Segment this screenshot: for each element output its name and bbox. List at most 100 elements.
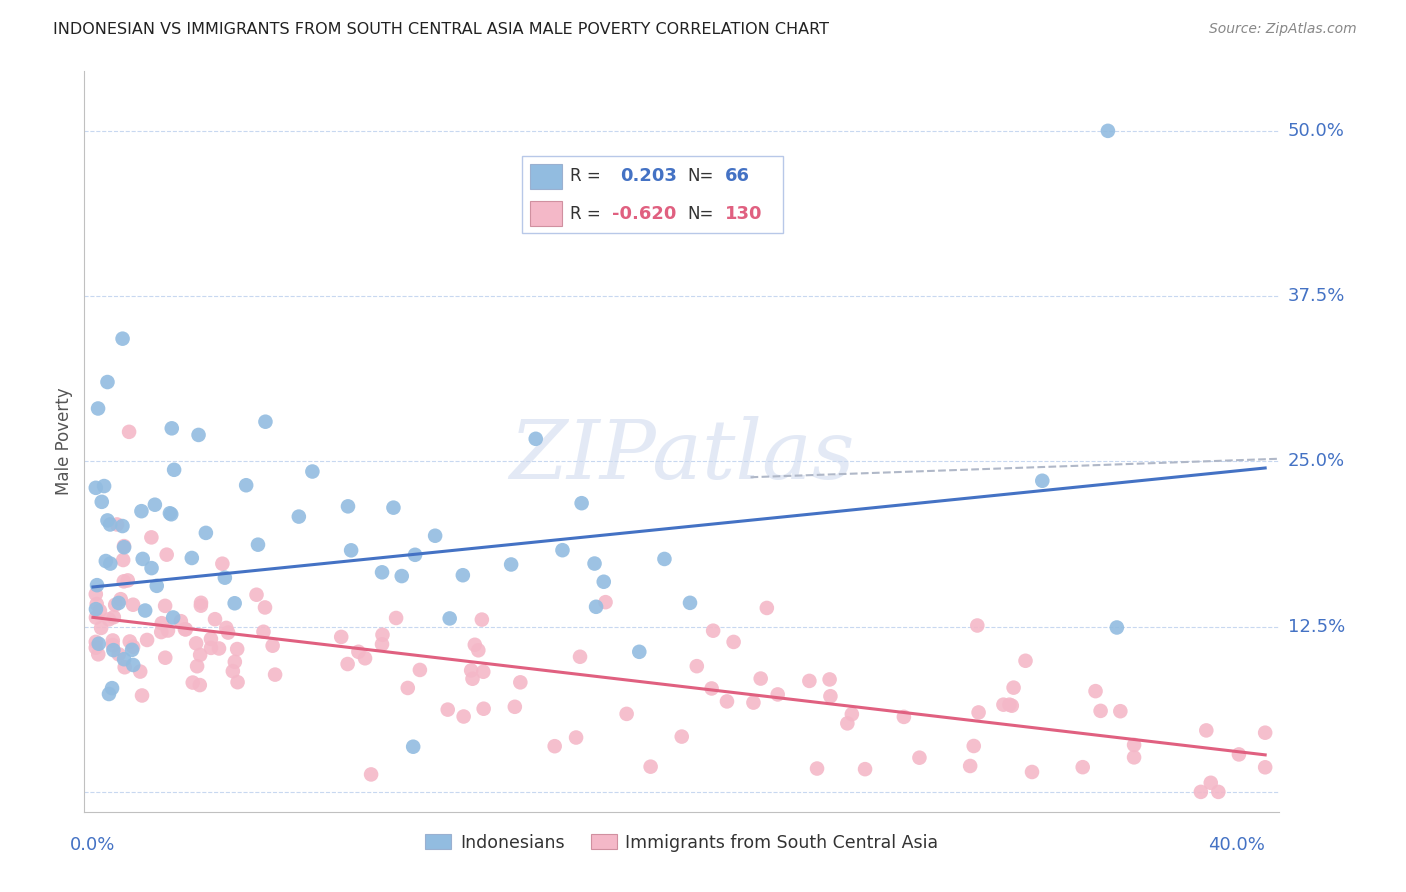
Point — [252, 624, 274, 639]
Point — [190, 596, 212, 610]
Point — [180, 551, 202, 566]
Point — [330, 630, 353, 644]
Point — [96, 375, 118, 389]
Point — [686, 659, 709, 673]
Point — [122, 640, 145, 654]
Point — [160, 421, 183, 435]
Point — [114, 660, 136, 674]
Point — [820, 690, 842, 704]
Point — [122, 598, 145, 612]
Point — [118, 634, 141, 648]
Point — [101, 681, 124, 695]
Point — [107, 648, 129, 662]
Point — [716, 694, 738, 708]
Point — [190, 599, 212, 613]
FancyBboxPatch shape — [522, 156, 783, 234]
Point — [702, 624, 724, 638]
Bar — [530, 164, 562, 189]
Point — [174, 622, 197, 636]
Point — [150, 616, 173, 631]
Point — [245, 588, 267, 602]
Point — [104, 598, 127, 612]
Point — [347, 645, 370, 659]
Point — [1254, 725, 1277, 739]
Text: 12.5%: 12.5% — [1288, 617, 1346, 636]
Point — [111, 332, 134, 346]
Point — [84, 587, 107, 601]
Point — [224, 596, 246, 610]
Text: 0.0%: 0.0% — [70, 836, 115, 854]
Point — [460, 664, 482, 678]
Point — [501, 558, 523, 572]
Y-axis label: Male Poverty: Male Poverty — [55, 388, 73, 495]
Point — [1001, 698, 1024, 713]
Text: N=: N= — [688, 204, 714, 223]
Point — [112, 539, 135, 553]
Point — [908, 750, 931, 764]
Point — [451, 568, 474, 582]
Point — [84, 602, 107, 616]
Point — [156, 624, 179, 638]
Point — [163, 463, 186, 477]
Text: 37.5%: 37.5% — [1288, 287, 1346, 305]
Point — [503, 699, 526, 714]
Point — [1227, 747, 1250, 762]
Point — [371, 566, 394, 580]
Point — [112, 652, 135, 666]
Point — [97, 612, 120, 626]
Point — [187, 428, 209, 442]
Point — [336, 657, 359, 671]
Point — [1195, 723, 1218, 738]
Point — [766, 688, 789, 702]
Point — [592, 574, 614, 589]
Point — [1123, 750, 1146, 764]
Point — [569, 649, 592, 664]
Point — [131, 689, 153, 703]
Point — [654, 552, 676, 566]
Point — [524, 432, 547, 446]
Point — [742, 696, 765, 710]
Point — [1014, 654, 1036, 668]
Point — [453, 709, 475, 723]
Point — [103, 610, 125, 624]
Text: R =: R = — [569, 204, 606, 223]
Point — [966, 618, 988, 632]
Point — [98, 557, 121, 571]
Point — [1208, 785, 1230, 799]
Point — [224, 655, 246, 669]
Point — [131, 504, 153, 518]
Point — [98, 687, 121, 701]
Point — [159, 506, 181, 520]
Point — [436, 703, 458, 717]
Point — [700, 681, 723, 696]
Point — [246, 538, 269, 552]
Point — [301, 465, 323, 479]
Point — [188, 648, 211, 662]
Point — [96, 513, 118, 527]
Point — [134, 603, 156, 617]
Point — [967, 706, 990, 720]
Point — [595, 595, 617, 609]
Point — [204, 612, 226, 626]
Point — [461, 672, 484, 686]
Point — [90, 621, 112, 635]
Point — [235, 478, 257, 492]
Point — [131, 552, 153, 566]
Point — [893, 710, 915, 724]
Point — [170, 614, 193, 628]
Point — [837, 716, 859, 731]
Point — [385, 611, 408, 625]
Point — [993, 698, 1015, 712]
Point — [1254, 760, 1277, 774]
Point — [640, 759, 662, 773]
Point — [509, 675, 531, 690]
Point — [214, 571, 236, 585]
Point — [799, 673, 821, 688]
Point — [86, 578, 108, 592]
Point — [84, 610, 107, 624]
Point — [439, 611, 461, 625]
Point — [111, 519, 134, 533]
Point — [1071, 760, 1094, 774]
Point — [423, 529, 446, 543]
Point — [723, 635, 745, 649]
